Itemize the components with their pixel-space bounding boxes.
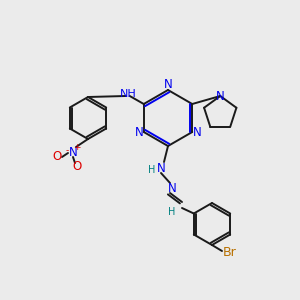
Text: N: N [69, 146, 77, 160]
Text: H: H [148, 165, 156, 175]
Text: O: O [72, 160, 82, 173]
Text: +: + [73, 143, 81, 152]
Text: N: N [134, 127, 143, 140]
Text: H: H [168, 207, 176, 217]
Text: N: N [164, 79, 172, 92]
Text: O: O [52, 151, 62, 164]
Text: Br: Br [223, 247, 237, 260]
Text: N: N [168, 182, 176, 194]
Text: -: - [65, 146, 69, 155]
Text: N: N [216, 89, 225, 103]
Text: N: N [193, 127, 202, 140]
Text: N: N [157, 161, 165, 175]
Text: NH: NH [119, 89, 136, 99]
